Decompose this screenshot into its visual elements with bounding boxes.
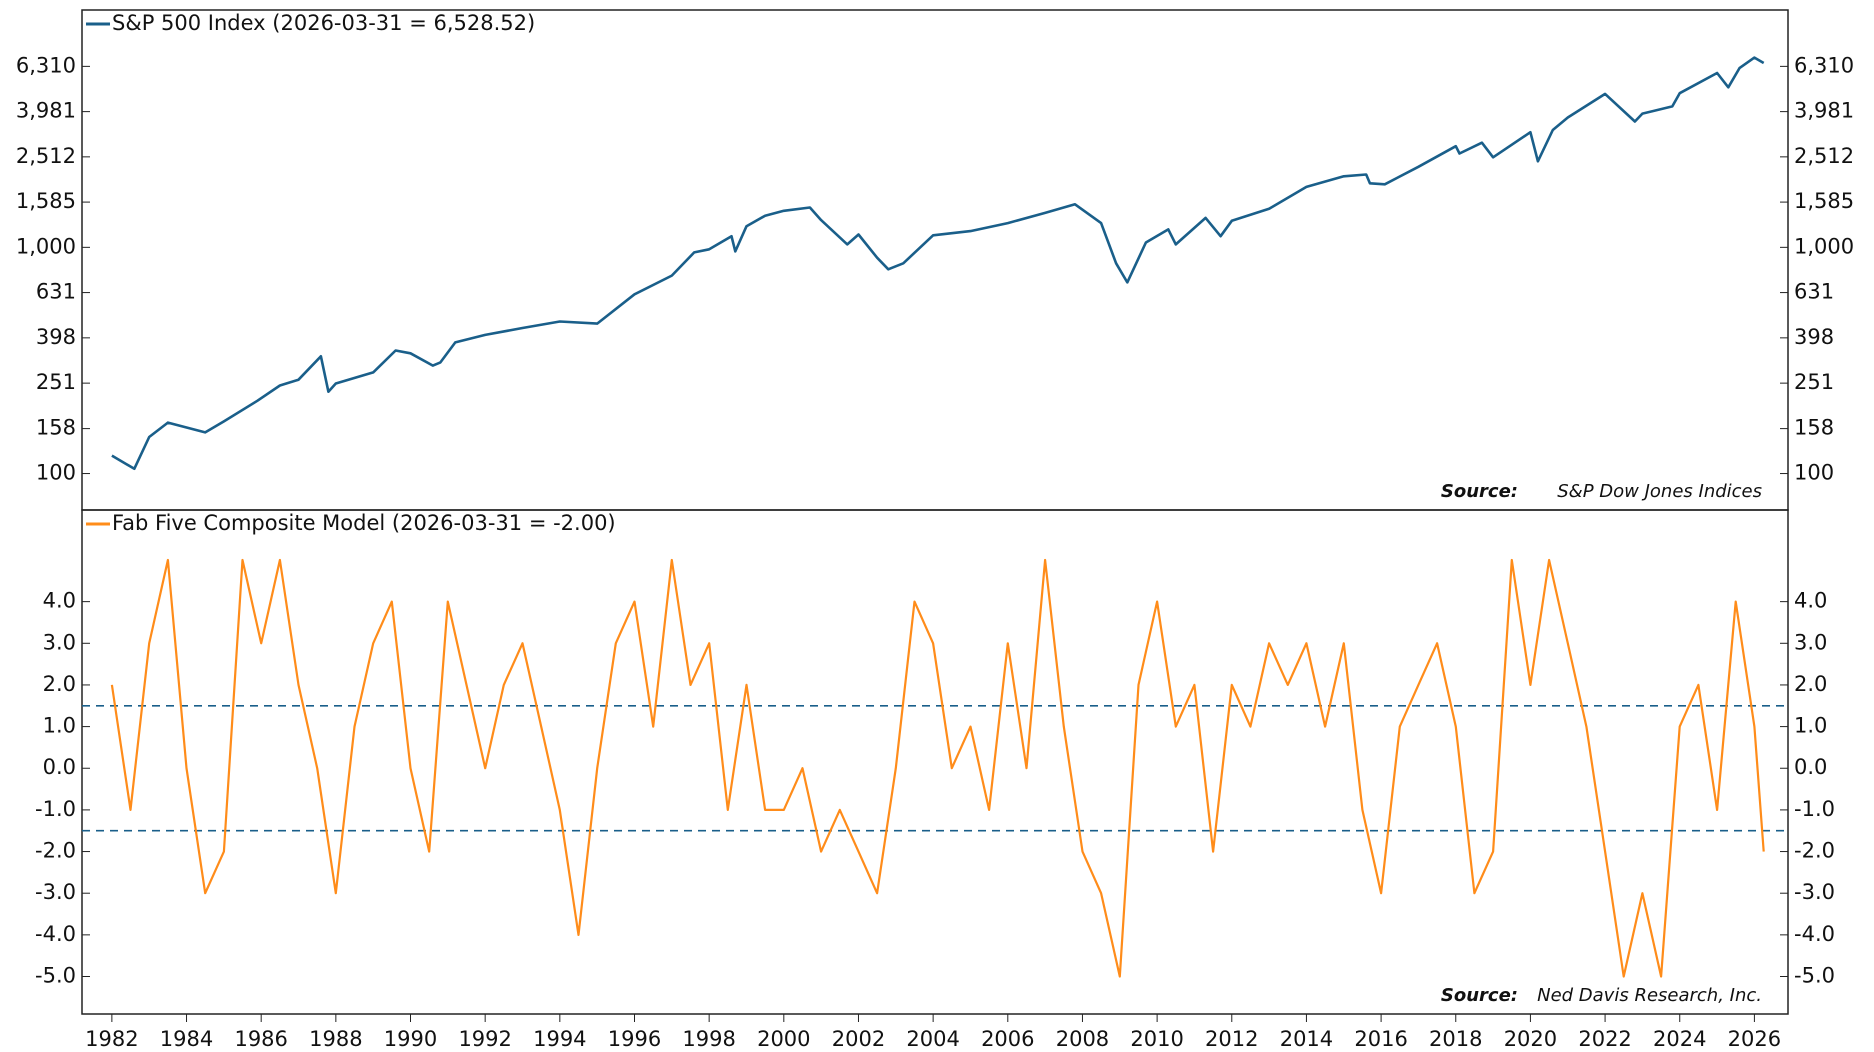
y-tick-label: 6,310 [16, 53, 76, 77]
x-tick-label: 2014 [1280, 1027, 1333, 1051]
y-tick-label: 0.0 [43, 755, 76, 779]
y-tick-label: 1,000 [16, 234, 76, 258]
y-tick-label: 3.0 [43, 630, 76, 654]
x-tick-label: 2008 [1056, 1027, 1109, 1051]
y2-tick-label: 1,000 [1794, 234, 1854, 258]
x-tick-label: 1984 [160, 1027, 213, 1051]
y2-tick-label: 251 [1794, 370, 1834, 394]
y-tick-label: -1.0 [35, 797, 76, 821]
y2-tick-label: 3,981 [1794, 99, 1854, 123]
x-tick-label: 1982 [85, 1027, 138, 1051]
x-tick-label: 2006 [981, 1027, 1034, 1051]
x-tick-label: 1988 [309, 1027, 362, 1051]
x-tick-label: 2024 [1653, 1027, 1706, 1051]
x-tick-label: 2026 [1728, 1027, 1781, 1051]
y2-tick-label: 100 [1794, 461, 1834, 485]
y2-tick-label: 398 [1794, 325, 1834, 349]
x-tick-label: 2022 [1578, 1027, 1631, 1051]
x-tick-label: 2012 [1205, 1027, 1258, 1051]
y2-tick-label: 631 [1794, 280, 1834, 304]
y-tick-label: 251 [36, 370, 76, 394]
y2-tick-label: -5.0 [1794, 964, 1835, 988]
panel-frame [81, 509, 1789, 1015]
y-tick-label: 1,585 [16, 189, 76, 213]
x-tick-label: 1998 [682, 1027, 735, 1051]
y-tick-label: -2.0 [35, 839, 76, 863]
x-tick-label: 2002 [832, 1027, 885, 1051]
x-tick-label: 2018 [1429, 1027, 1482, 1051]
y-tick-label: 631 [36, 280, 76, 304]
y2-tick-label: -4.0 [1794, 922, 1835, 946]
x-tick-label: 2000 [757, 1027, 810, 1051]
y2-tick-label: 2,512 [1794, 144, 1854, 168]
y2-tick-label: 2.0 [1794, 672, 1827, 696]
x-tick-label: 2004 [906, 1027, 959, 1051]
y-tick-label: 158 [36, 416, 76, 440]
y-tick-label: 2.0 [43, 672, 76, 696]
x-tick-label: 1992 [458, 1027, 511, 1051]
x-tick-label: 1996 [608, 1027, 661, 1051]
legend-label: S&P 500 Index (2026-03-31 = 6,528.52) [112, 11, 535, 35]
x-tick-label: 2020 [1504, 1027, 1557, 1051]
y-tick-label: 398 [36, 325, 76, 349]
y-tick-label: -5.0 [35, 964, 76, 988]
data-line [111, 56, 1765, 471]
data-line [110, 558, 1765, 978]
y2-tick-label: 1.0 [1794, 714, 1827, 738]
source: S&P Dow Jones Indices [1557, 481, 1762, 502]
y2-tick-label: 3.0 [1794, 630, 1827, 654]
y2-tick-label: 6,310 [1794, 53, 1854, 77]
y2-tick-label: -3.0 [1794, 880, 1835, 904]
y-tick-label: 1.0 [43, 714, 76, 738]
source: Ned Davis Research, Inc. [1537, 985, 1762, 1006]
y2-tick-label: 4.0 [1794, 589, 1827, 613]
y2-tick-label: 158 [1794, 416, 1834, 440]
y-tick-label: 2,512 [16, 144, 76, 168]
y-tick-label: -4.0 [35, 922, 76, 946]
y2-tick-label: 1,585 [1794, 189, 1854, 213]
y-tick-label: 100 [36, 461, 76, 485]
y-tick-label: 4.0 [43, 589, 76, 613]
source-label: Source: [1441, 985, 1518, 1006]
y2-tick-label: 0.0 [1794, 755, 1827, 779]
x-tick-label: 2010 [1130, 1027, 1183, 1051]
x-tick-label: 1994 [533, 1027, 586, 1051]
y2-tick-label: -1.0 [1794, 797, 1835, 821]
y-tick-label: -3.0 [35, 880, 76, 904]
x-tick-label: 1986 [234, 1027, 287, 1051]
x-tick-label: 1990 [384, 1027, 437, 1051]
legend-label: Fab Five Composite Model (2026-03-31 = -… [112, 511, 616, 535]
x-tick-label: 2016 [1354, 1027, 1407, 1051]
y-tick-label: 3,981 [16, 99, 76, 123]
source-label: Source: [1441, 481, 1518, 502]
y2-tick-label: -2.0 [1794, 839, 1835, 863]
